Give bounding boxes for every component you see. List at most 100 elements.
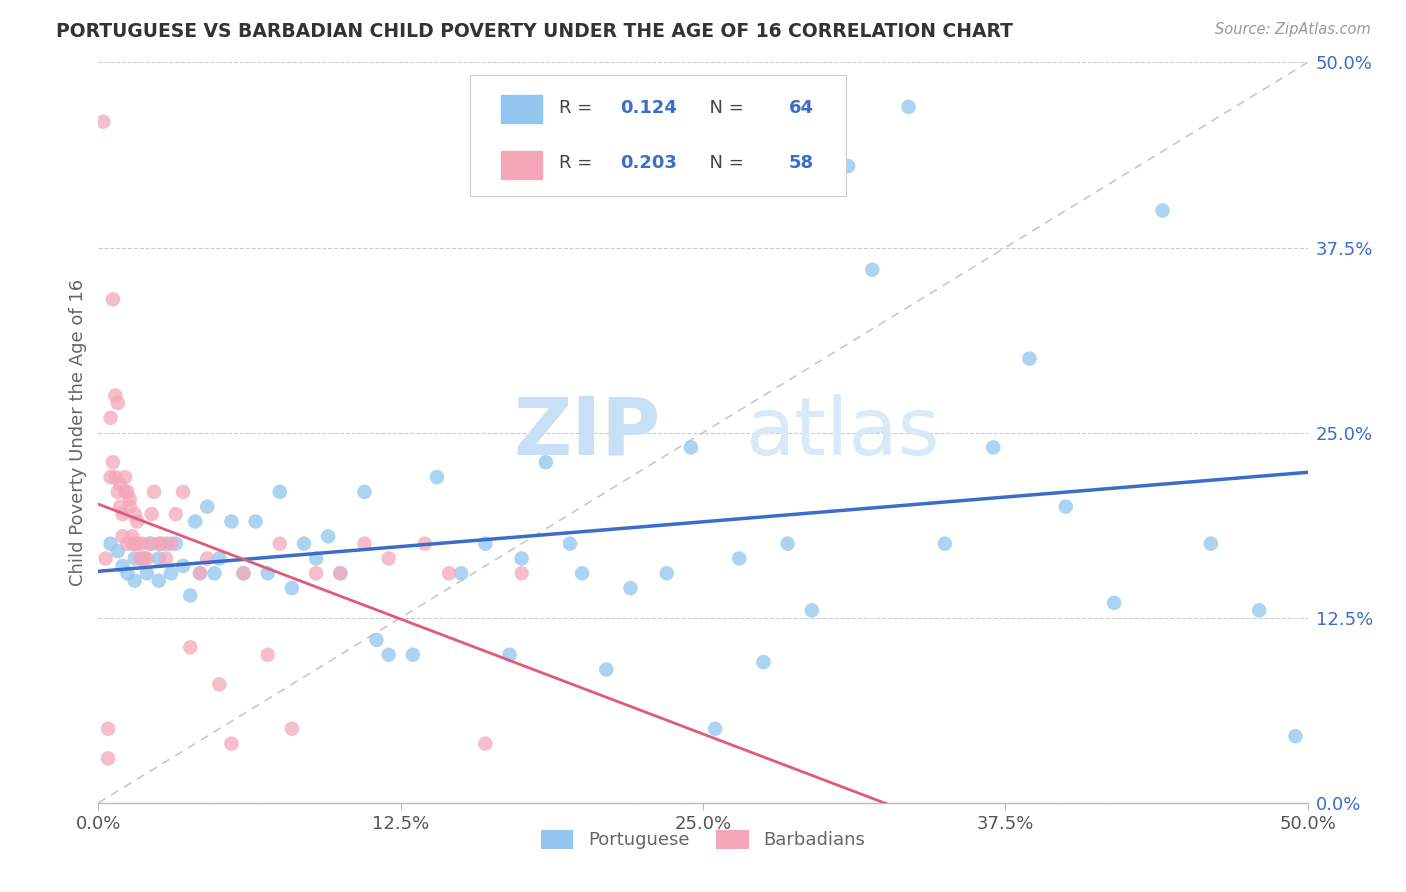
Point — [353, 536, 375, 550]
Point — [377, 648, 399, 662]
Point — [124, 574, 146, 588]
Point — [100, 470, 122, 484]
Point — [111, 507, 134, 521]
Point — [101, 455, 124, 469]
Point — [108, 477, 131, 491]
Point — [118, 500, 141, 514]
Y-axis label: Child Poverty Under the Age of 16: Child Poverty Under the Age of 16 — [69, 279, 87, 586]
Point — [128, 551, 150, 566]
Point — [117, 566, 139, 581]
Point — [107, 544, 129, 558]
Point — [155, 551, 177, 566]
Point — [208, 677, 231, 691]
Point — [179, 589, 201, 603]
FancyBboxPatch shape — [501, 95, 543, 123]
Legend: Portuguese, Barbadians: Portuguese, Barbadians — [534, 823, 872, 856]
Point — [558, 536, 581, 550]
Point — [1102, 596, 1125, 610]
Point — [437, 566, 460, 581]
Point — [329, 566, 352, 581]
Point — [981, 441, 1004, 455]
Text: ZIP: ZIP — [513, 393, 661, 472]
Point — [107, 484, 129, 499]
Point — [97, 751, 120, 765]
Point — [474, 536, 496, 550]
Point — [100, 536, 122, 550]
Point — [111, 529, 134, 543]
Point — [776, 536, 799, 550]
Point — [117, 536, 139, 550]
Point — [221, 515, 243, 529]
Point — [172, 484, 194, 499]
Point — [353, 484, 375, 499]
Text: 64: 64 — [789, 99, 814, 117]
Point — [571, 566, 593, 581]
Point — [148, 551, 170, 566]
Point — [474, 737, 496, 751]
Point — [124, 551, 146, 566]
Point — [121, 536, 143, 550]
Point — [204, 566, 226, 581]
Point — [377, 551, 399, 566]
Point — [679, 441, 702, 455]
Point — [172, 558, 194, 573]
Point — [160, 566, 183, 581]
Point — [1152, 203, 1174, 218]
Point — [619, 581, 641, 595]
FancyBboxPatch shape — [470, 75, 845, 196]
Point — [143, 484, 166, 499]
Point — [108, 500, 131, 514]
Point — [510, 566, 533, 581]
Point — [114, 470, 136, 484]
Point — [118, 492, 141, 507]
Point — [104, 470, 127, 484]
Point — [135, 551, 157, 566]
Point — [104, 388, 127, 402]
Point — [366, 632, 388, 647]
Point — [1018, 351, 1040, 366]
Point — [837, 159, 859, 173]
Point — [165, 536, 187, 550]
Point — [165, 507, 187, 521]
Point — [195, 551, 218, 566]
Point — [897, 100, 920, 114]
Point — [510, 551, 533, 566]
Point — [752, 655, 775, 669]
Point — [1199, 536, 1222, 550]
Point — [188, 566, 211, 581]
Point — [232, 566, 254, 581]
Point — [188, 566, 211, 581]
Text: atlas: atlas — [745, 393, 939, 472]
Point — [138, 536, 160, 550]
Point — [595, 663, 617, 677]
Text: 0.124: 0.124 — [620, 99, 676, 117]
Point — [704, 722, 727, 736]
Text: 0.203: 0.203 — [620, 154, 676, 172]
Point — [135, 566, 157, 581]
Point — [131, 536, 153, 550]
Point — [148, 536, 170, 550]
Point — [281, 722, 304, 736]
Point — [316, 529, 339, 543]
Point — [1054, 500, 1077, 514]
Text: R =: R = — [560, 154, 599, 172]
Point — [498, 648, 520, 662]
Point — [91, 114, 114, 128]
Point — [256, 566, 278, 581]
Point — [141, 507, 163, 521]
Point — [402, 648, 425, 662]
Point — [426, 470, 449, 484]
Text: PORTUGUESE VS BARBADIAN CHILD POVERTY UNDER THE AGE OF 16 CORRELATION CHART: PORTUGUESE VS BARBADIAN CHILD POVERTY UN… — [56, 22, 1014, 41]
Point — [269, 484, 291, 499]
Point — [134, 551, 156, 566]
Point — [195, 500, 218, 514]
Point — [934, 536, 956, 550]
Point — [305, 551, 328, 566]
Text: R =: R = — [560, 99, 599, 117]
Point — [179, 640, 201, 655]
Point — [208, 551, 231, 566]
Text: N =: N = — [699, 154, 749, 172]
Point — [184, 515, 207, 529]
Point — [155, 536, 177, 550]
Point — [131, 551, 153, 566]
